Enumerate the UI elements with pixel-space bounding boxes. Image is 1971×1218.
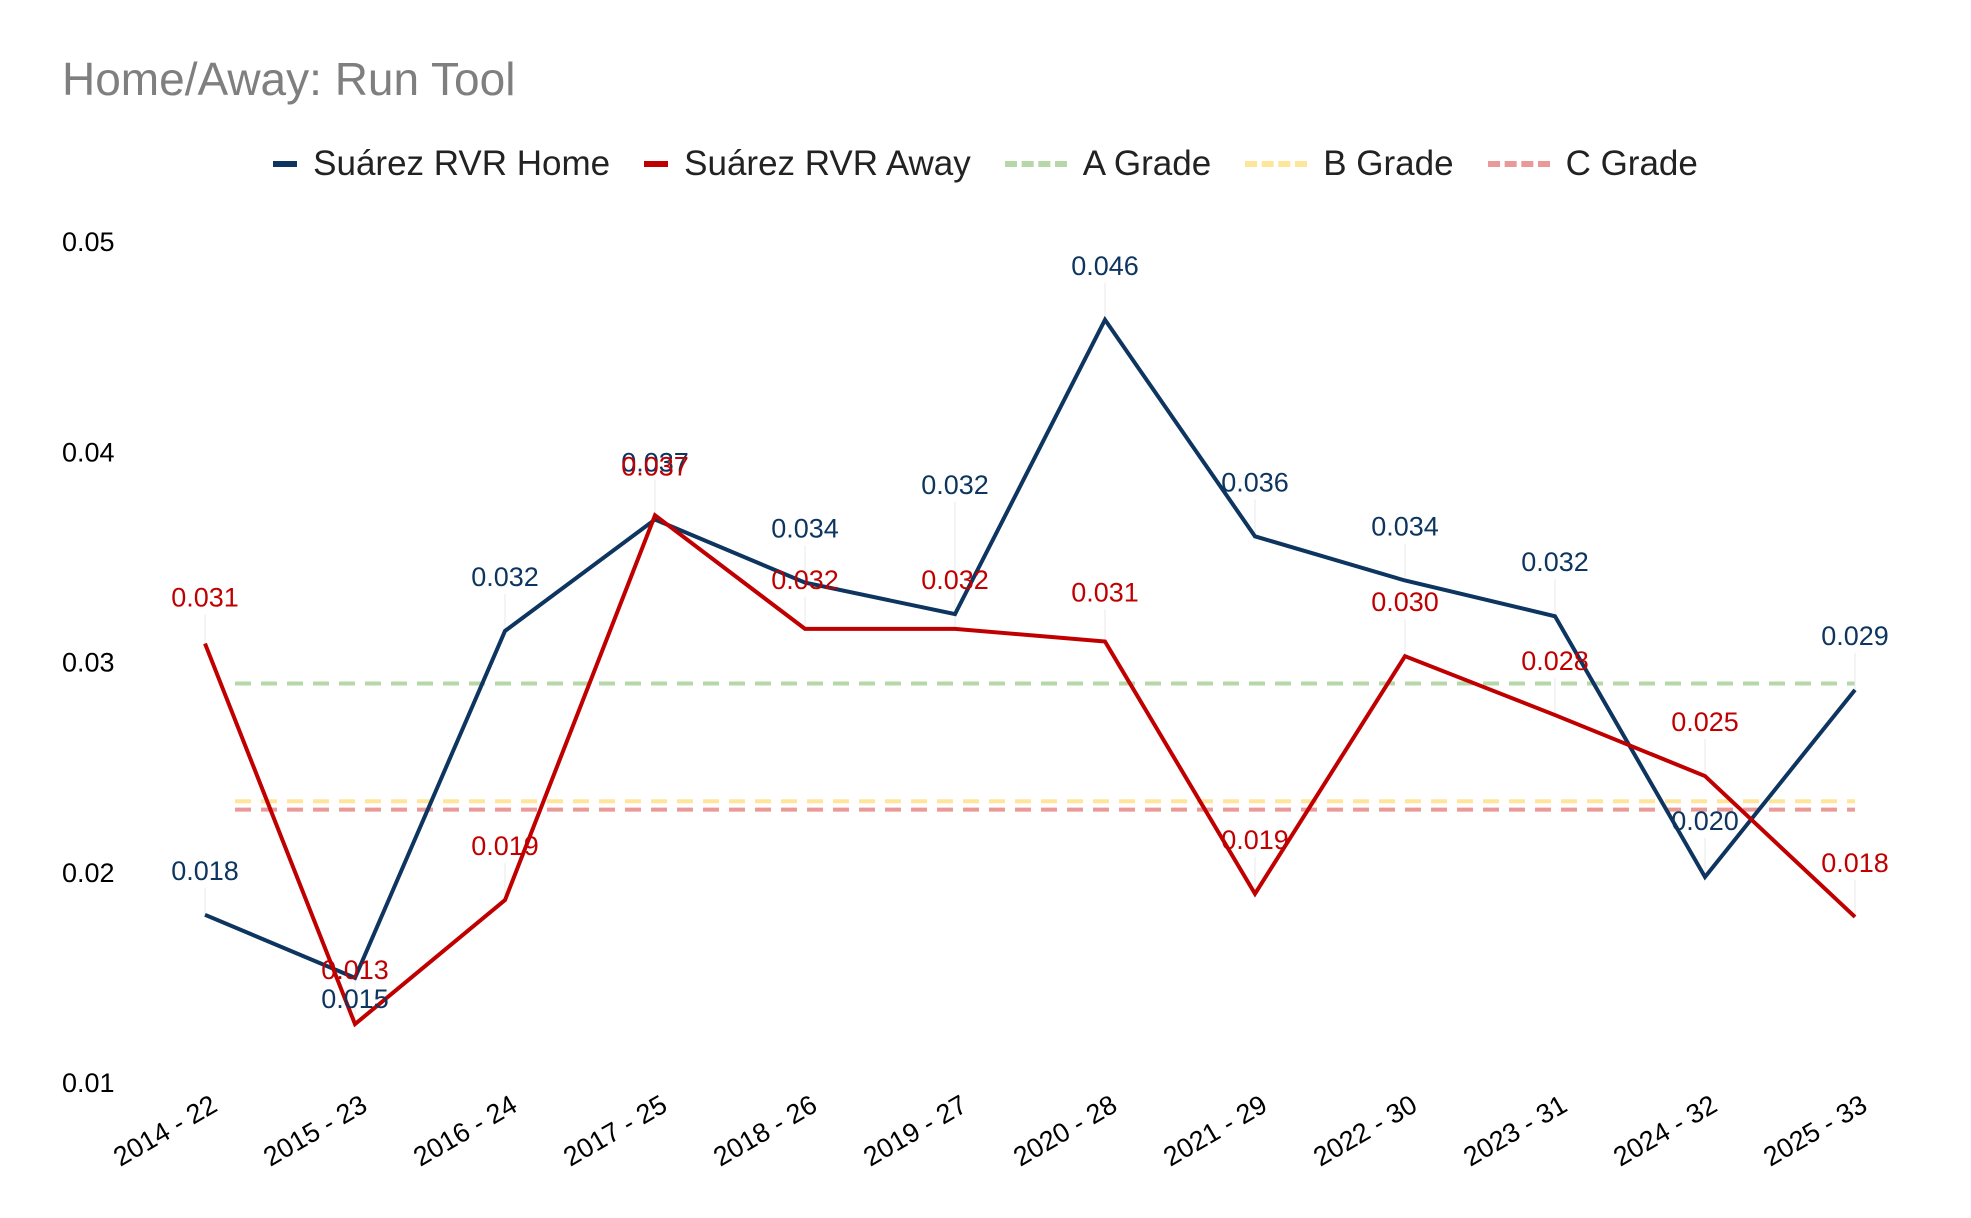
data-label-away: 0.030 <box>1371 587 1439 617</box>
data-label-away: 0.031 <box>171 583 239 613</box>
data-label-home: 0.034 <box>1371 512 1439 542</box>
x-tick-label: 2017 - 25 <box>558 1089 672 1172</box>
data-label-home: 0.046 <box>1071 251 1139 281</box>
legend-label-b-grade: B Grade <box>1323 144 1454 183</box>
series-line-away <box>203 512 1857 1028</box>
data-label-away: 0.031 <box>1071 577 1139 607</box>
data-label-home: 0.034 <box>771 514 839 544</box>
y-tick-label: 0.03 <box>62 648 115 678</box>
chart-title: Home/Away: Run Tool <box>62 53 516 105</box>
reference-lines <box>235 681 1855 812</box>
data-label-home: 0.037 <box>621 448 689 478</box>
data-label-home: 0.036 <box>1221 467 1289 497</box>
legend-label-a-grade: A Grade <box>1082 144 1212 183</box>
x-tick-label: 2014 - 22 <box>108 1089 222 1172</box>
x-tick-label: 2015 - 23 <box>258 1089 372 1172</box>
data-label-away: 0.037 <box>621 451 689 481</box>
legend-swatch-a-grade <box>1004 161 1067 167</box>
data-label-away: 0.019 <box>1221 825 1289 855</box>
x-tick-label: 2019 - 27 <box>858 1089 972 1172</box>
data-label-away: 0.025 <box>1671 707 1739 737</box>
x-tick-label: 2016 - 24 <box>408 1089 522 1172</box>
legend-swatch-home <box>273 161 298 167</box>
legend-item-c-grade[interactable]: C Grade <box>1487 144 1698 184</box>
data-label-away: 0.032 <box>921 565 989 595</box>
data-label-away: 0.013 <box>321 955 389 985</box>
data-label-away: 0.018 <box>1821 848 1889 878</box>
data-label-home: 0.018 <box>171 856 239 886</box>
data-label-away: 0.028 <box>1521 646 1589 676</box>
x-tick-label: 2022 - 30 <box>1308 1089 1422 1172</box>
label-leaders <box>204 282 1856 1025</box>
data-label-home: 0.032 <box>1521 547 1589 577</box>
y-tick-label: 0.04 <box>62 437 115 467</box>
y-axis: 0.01 0.02 0.03 0.04 0.05 <box>62 227 115 1098</box>
legend-item-home[interactable]: Suárez RVR Home <box>273 144 610 184</box>
y-tick-label: 0.01 <box>62 1068 115 1098</box>
series-line-home <box>204 315 1857 981</box>
x-tick-label: 2024 - 32 <box>1608 1089 1722 1172</box>
x-tick-label: 2018 - 26 <box>708 1089 822 1172</box>
legend-swatch-b-grade <box>1245 161 1308 167</box>
y-tick-label: 0.05 <box>62 227 115 257</box>
x-tick-label: 2023 - 31 <box>1458 1089 1572 1172</box>
legend: Suárez RVR Home Suárez RVR Away A Grade … <box>0 144 1971 184</box>
data-label-home: 0.032 <box>921 470 989 500</box>
data-label-home: 0.032 <box>471 562 539 592</box>
legend-swatch-c-grade <box>1487 161 1550 167</box>
x-tick-label: 2020 - 28 <box>1008 1089 1122 1172</box>
legend-item-b-grade[interactable]: B Grade <box>1245 144 1454 184</box>
x-axis: 2014 - 22 2015 - 23 2016 - 24 2017 - 25 2018… <box>108 1089 1872 1172</box>
legend-label-home: Suárez RVR Home <box>313 144 611 183</box>
data-labels: 0.018 0.015 0.032 0.037 0.034 0.032 0.046 0.036… <box>171 251 1889 1014</box>
data-label-home: 0.015 <box>321 984 389 1014</box>
x-tick-label: 2025 - 33 <box>1758 1089 1872 1172</box>
legend-label-away: Suárez RVR Away <box>684 144 971 183</box>
y-tick-label: 0.02 <box>62 858 115 888</box>
data-label-home: 0.020 <box>1671 806 1739 836</box>
legend-item-away[interactable]: Suárez RVR Away <box>644 144 971 184</box>
legend-label-c-grade: C Grade <box>1565 144 1698 183</box>
data-label-away: 0.032 <box>771 565 839 595</box>
legend-swatch-away <box>644 161 669 167</box>
data-label-away: 0.019 <box>471 831 539 861</box>
data-label-home: 0.029 <box>1821 621 1889 651</box>
series-lines <box>203 315 1857 1028</box>
x-tick-label: 2021 - 29 <box>1158 1089 1272 1172</box>
legend-item-a-grade[interactable]: A Grade <box>1004 144 1212 184</box>
